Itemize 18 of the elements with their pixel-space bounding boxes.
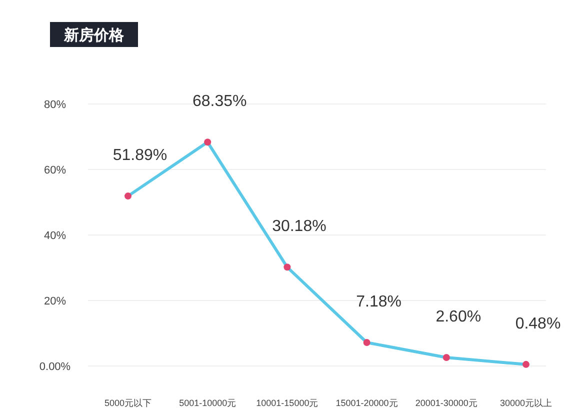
x-tick-label: 15001-20000元	[336, 398, 398, 408]
x-tick-label: 5000元以下	[104, 398, 152, 408]
data-label: 68.35%	[192, 93, 247, 110]
data-label: 7.18%	[356, 293, 402, 310]
x-tick-label: 30000元以上	[500, 398, 552, 408]
y-tick-label: 20%	[44, 296, 66, 308]
x-tick-label: 5001-10000元	[179, 398, 236, 408]
x-tick-label: 20001-30000元	[415, 398, 478, 408]
x-tick-label: 10001-15000元	[256, 398, 318, 408]
data-label: 2.60%	[436, 308, 482, 326]
y-tick-label: 80%	[44, 99, 66, 111]
y-tick-label: 60%	[44, 164, 66, 176]
y-tick-label: 40%	[44, 230, 66, 242]
data-label: 51.89%	[112, 147, 168, 164]
chart-title: 新房价格	[63, 26, 125, 44]
y-tick-label: 0.00%	[39, 361, 71, 373]
data-label: 0.48%	[515, 315, 561, 332]
data-label: 30.18%	[272, 218, 326, 236]
